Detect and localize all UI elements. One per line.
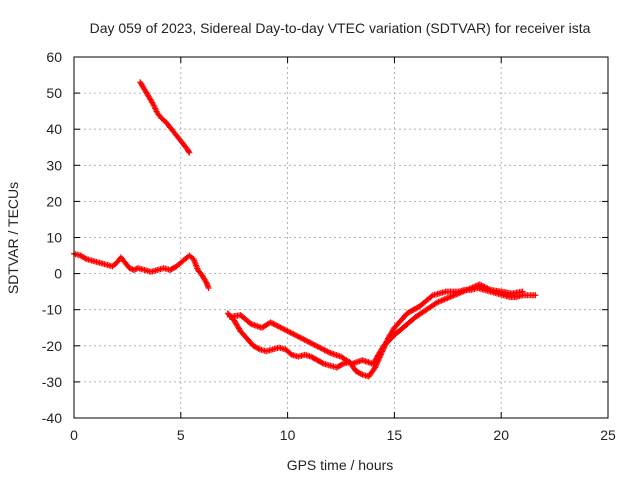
y-tick-label: -40 [42,410,62,426]
data-point [82,255,89,262]
x-tick-label: 15 [387,427,403,443]
data-point [338,361,345,368]
data-point [532,292,539,299]
x-tick-label: 10 [280,427,296,443]
y-tick-label: -10 [42,302,62,318]
chart-title: Day 059 of 2023, Sidereal Day-to-day VTE… [90,20,591,36]
grid-lines [74,57,608,418]
x-tick-label: 25 [600,427,616,443]
y-tick-label: -30 [42,374,62,390]
data-point [519,288,526,295]
x-tick-label: 20 [493,427,509,443]
axis-ticks: 0 5 10 15 20 25 -40 -30 -20 -10 0 10 20 30 40 50 60 [42,49,616,443]
data-point [186,149,193,156]
x-axis-label: GPS time / hours [287,457,394,473]
data-point [358,370,365,377]
y-tick-label: 50 [46,85,62,101]
y-axis-label: SDTVAR / TECUs [5,182,21,294]
y-tick-label: 0 [54,266,62,282]
data-point [185,148,192,155]
plot-frame [73,56,609,419]
data-point [319,360,326,367]
data-points [71,79,539,380]
data-point [255,345,262,352]
data-point [132,266,139,273]
y-tick-label: 30 [46,157,62,173]
y-tick-label: 10 [46,230,62,246]
y-tick-label: -20 [42,338,62,354]
x-tick-label: 0 [70,427,78,443]
y-tick-label: 40 [46,121,62,137]
y-tick-label: 60 [46,49,62,65]
data-point [205,285,212,292]
y-tick-label: 20 [46,193,62,209]
x-tick-label: 5 [177,427,185,443]
